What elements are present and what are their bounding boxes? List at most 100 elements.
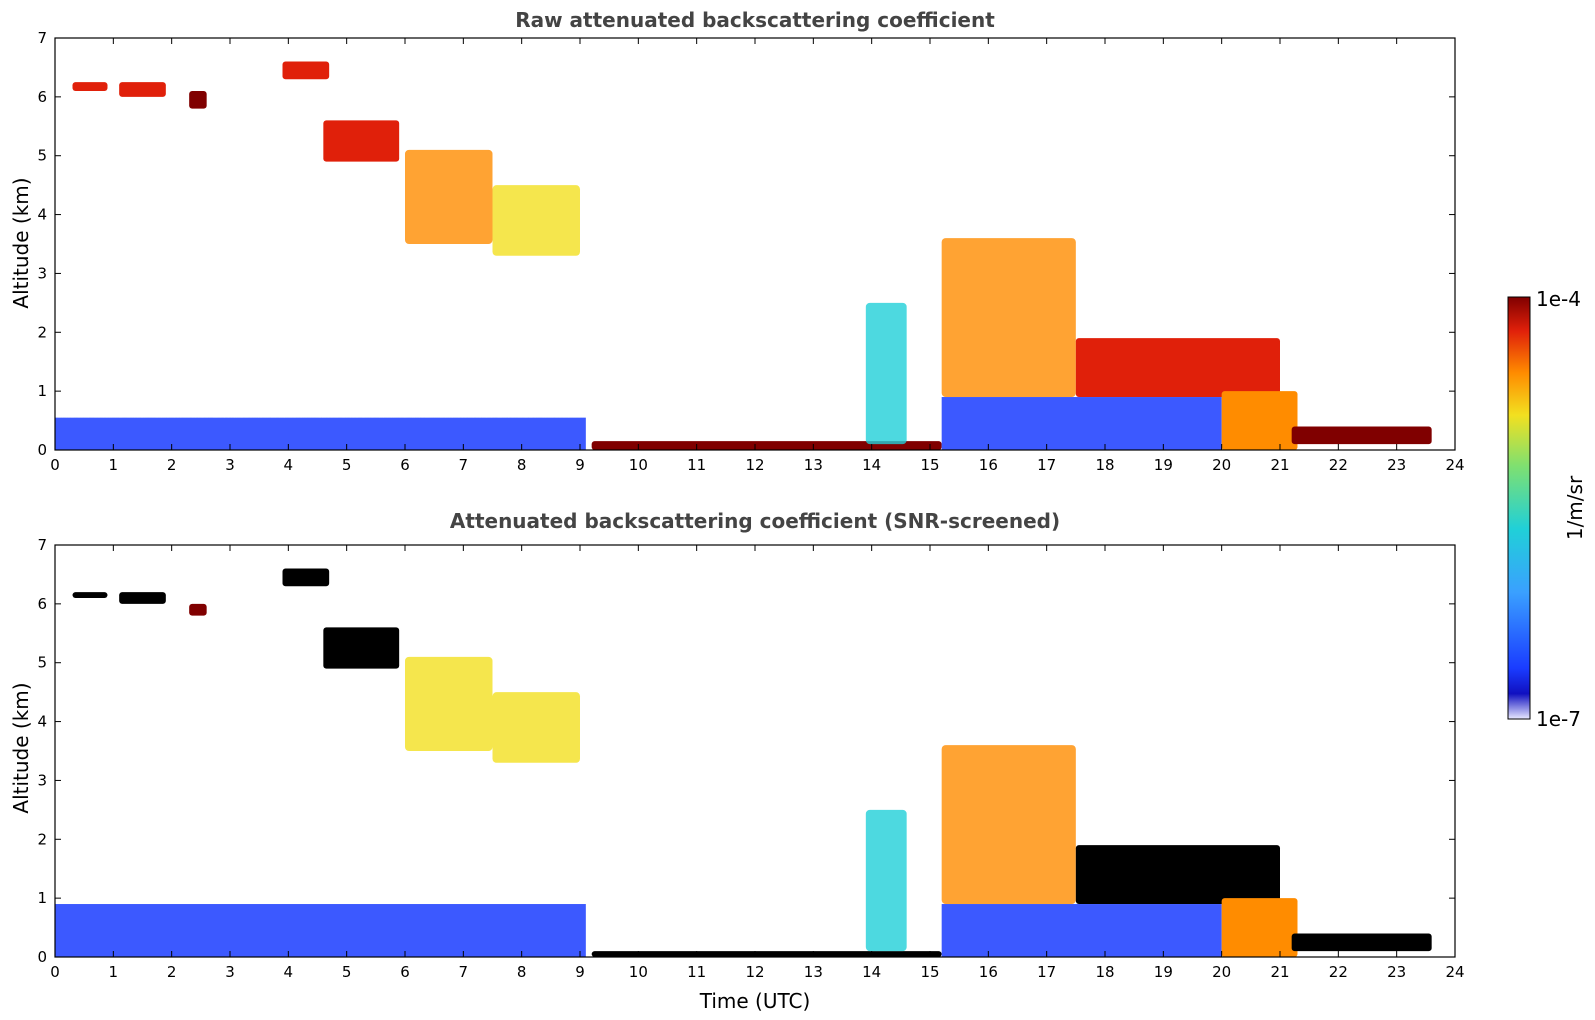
panel-snr-xtick-label: 1	[109, 963, 119, 981]
panel-snr-xtick-label: 6	[400, 963, 410, 981]
panel-raw-xtick-label: 18	[1095, 456, 1114, 474]
panel-snr: Attenuated backscattering coefficient (S…	[9, 509, 1465, 1013]
panel-snr-ytick-label: 4	[37, 713, 47, 731]
panel-raw-ytick-label: 1	[37, 382, 47, 400]
panel-raw-xtick-label: 23	[1387, 456, 1406, 474]
panel-snr-xtick-label: 13	[804, 963, 823, 981]
panel-raw-feature-boundary-layer	[55, 417, 586, 450]
panel-raw-feature-cloud-6km-b	[119, 82, 166, 97]
panel-snr-ytick-label: 3	[37, 771, 47, 789]
panel-raw-xtick-label: 20	[1212, 456, 1231, 474]
panel-raw-feature-cloud-5km	[323, 120, 400, 162]
panel-raw-feature-low-cloud-day	[591, 441, 942, 450]
panel-snr-feature-cloud-6km-a	[72, 592, 108, 598]
panel-snr-feature-virga-b	[492, 692, 580, 763]
panel-snr-ytick-label: 7	[37, 536, 47, 554]
panel-snr-xtick-label: 20	[1212, 963, 1231, 981]
panel-snr-xtick-label: 22	[1329, 963, 1348, 981]
panel-snr-feature-virga-a	[405, 656, 493, 751]
panel-raw-xtick-label: 19	[1154, 456, 1173, 474]
panel-raw-feature-front-cirrus	[941, 238, 1076, 398]
panel-raw-xtick-label: 4	[284, 456, 294, 474]
panel-snr-feature-plume-14	[865, 809, 907, 952]
panel-raw-xtick-label: 11	[687, 456, 706, 474]
panel-raw-xtick-label: 3	[225, 456, 235, 474]
panel-snr-feature-cloud-6km-b	[119, 592, 166, 604]
panel-snr-xtick-label: 9	[575, 963, 585, 981]
panel-raw-feature-slanted-layer	[1075, 338, 1280, 398]
panel-snr-xtick-label: 14	[862, 963, 881, 981]
panel-raw-xtick-label: 1	[109, 456, 119, 474]
panel-raw-axes: 0 1 2 3 4 5 6 7 8 9 10 11 12 13 14 15 16 17 18 19 20 21 22 23 24…	[37, 29, 1464, 474]
panel-snr-feature-cloud-6km-c	[189, 603, 207, 616]
colorbar-max-label: 1e-4	[1536, 287, 1581, 311]
panel-raw-xtick-label: 12	[745, 456, 764, 474]
panel-snr-xtick-label: 23	[1387, 963, 1406, 981]
panel-snr-feature-boundary-layer	[55, 904, 586, 957]
panel-snr-ytick-label: 0	[37, 948, 47, 966]
panel-snr-xtick-label: 18	[1095, 963, 1114, 981]
panel-snr-xtick-label: 8	[517, 963, 527, 981]
panel-raw-xtick-label: 15	[920, 456, 939, 474]
colorbar-min-label: 1e-7	[1536, 707, 1581, 731]
panel-snr-feature-cloud-5km	[323, 627, 400, 669]
panel-snr-feature-dense-low	[1221, 898, 1298, 957]
panel-raw-feature-dense-low	[1221, 391, 1298, 450]
panel-snr-feature-cloud-6km-d	[282, 568, 330, 587]
panel-raw-xtick-label: 22	[1329, 456, 1348, 474]
panel-snr-xtick-label: 0	[50, 963, 60, 981]
panel-raw-xtick-label: 14	[862, 456, 881, 474]
panel-snr-feature-front-cirrus	[941, 745, 1076, 905]
panel-raw-ytick-label: 7	[37, 29, 47, 47]
panel-snr-feature-low-blue	[941, 904, 1222, 957]
panel-raw-xtick-label: 24	[1445, 456, 1464, 474]
panel-snr-xtick-label: 5	[342, 963, 352, 981]
panel-raw-feature-cloud-6km-d	[282, 61, 330, 80]
panel-raw-ytick-label: 3	[37, 264, 47, 282]
panel-raw-feature-cloud-6km-c	[189, 90, 207, 109]
panel-raw-ylabel: Altitude (km)	[9, 177, 33, 308]
panel-snr-xtick-label: 11	[687, 963, 706, 981]
panel-raw-feature-noise-green	[55, 38, 1432, 168]
panel-snr-ylabel: Altitude (km)	[9, 682, 33, 813]
panel-raw-xtick-label: 6	[400, 456, 410, 474]
panel-raw-ytick-label: 4	[37, 206, 47, 224]
panel-snr-xtick-label: 7	[459, 963, 469, 981]
panel-raw-xtick-label: 0	[50, 456, 60, 474]
panel-raw-xtick-label: 2	[167, 456, 177, 474]
panel-snr-feature-slanted-layer	[1075, 845, 1280, 905]
panel-snr-ytick-label: 5	[37, 654, 47, 672]
panel-raw-xtick-label: 5	[342, 456, 352, 474]
panel-raw-xtick-label: 10	[629, 456, 648, 474]
panel-raw-xtick-label: 16	[979, 456, 998, 474]
panel-snr-ytick-label: 1	[37, 889, 47, 907]
panel-raw-feature-low-blue	[941, 397, 1222, 450]
panel-raw-feature-noise-cyan	[55, 167, 1432, 315]
panel-snr-ytick-label: 6	[37, 595, 47, 613]
panel-raw-xtick-label: 9	[575, 456, 585, 474]
panel-raw-title: Raw attenuated backscattering coefficien…	[515, 8, 995, 32]
panel-snr-xtick-label: 4	[284, 963, 294, 981]
panel-snr-title: Attenuated backscattering coefficient (S…	[450, 509, 1060, 533]
panel-raw-xtick-label: 17	[1037, 456, 1056, 474]
panel-raw-xtick-label: 8	[517, 456, 527, 474]
panel-snr-xlabel: Time (UTC)	[699, 989, 811, 1013]
panel-raw-feature-tail-layer	[1291, 426, 1432, 445]
colorbar: 1e-4 1e-7 1/m/sr	[1507, 287, 1587, 731]
panel-snr-xtick-label: 12	[745, 963, 764, 981]
colorbar-unit-label: 1/m/sr	[1563, 475, 1587, 540]
panel-raw-plot-area	[55, 38, 1455, 450]
panel-snr-xtick-label: 3	[225, 963, 235, 981]
panel-snr-feature-tail-layer	[1291, 933, 1432, 952]
panel-snr-axes: 0 1 2 3 4 5 6 7 8 9 10 11 12 13 14 15 16 17 18 19 20 21 22 23 24…	[37, 536, 1464, 981]
panel-raw-ytick-label: 6	[37, 88, 47, 106]
panel-snr-plot-area	[55, 545, 1455, 957]
panel-snr-xtick-label: 15	[920, 963, 939, 981]
panel-raw-feature-cloud-6km-a	[72, 82, 108, 91]
panel-raw-xtick-label: 13	[804, 456, 823, 474]
panel-snr-xtick-label: 17	[1037, 963, 1056, 981]
panel-snr-xtick-label: 10	[629, 963, 648, 981]
panel-snr-xtick-label: 2	[167, 963, 177, 981]
panel-raw-feature-plume-14	[865, 302, 907, 445]
